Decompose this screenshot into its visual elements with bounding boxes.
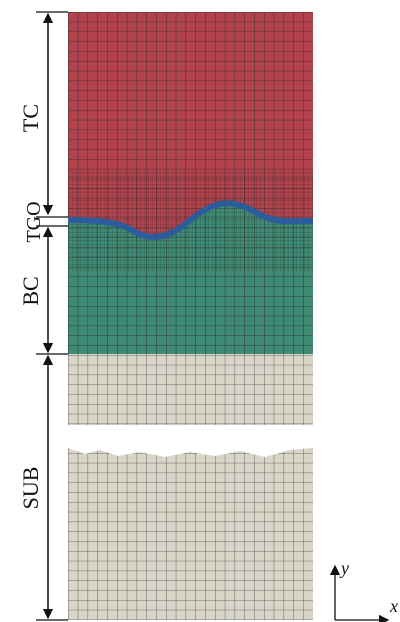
mesh-diagram: TC TGO BC SUB y x: [0, 0, 400, 622]
x-axis-label: x: [389, 596, 398, 616]
sub-label: SUB: [18, 467, 43, 510]
bc-label: BC: [18, 276, 43, 305]
sub-mesh-lower: [68, 448, 313, 620]
tc-label: TC: [18, 104, 43, 132]
tgo-label: TGO: [23, 201, 45, 242]
sub-mesh-upper: [68, 354, 313, 425]
dimension-lines: [36, 12, 68, 620]
y-axis-label: y: [339, 558, 349, 578]
